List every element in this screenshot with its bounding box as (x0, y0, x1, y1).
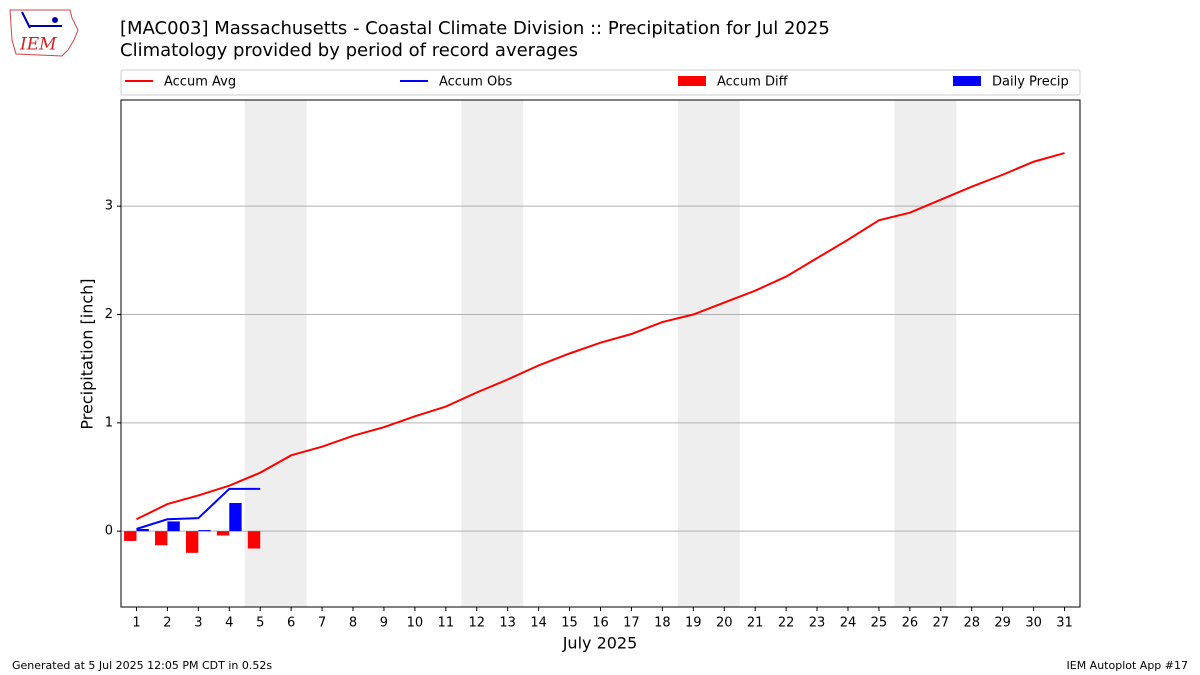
bar (155, 531, 168, 546)
bar (198, 530, 211, 532)
x-tick-label: 10 (407, 616, 424, 631)
x-tick-label: 24 (840, 616, 857, 631)
x-tick-label: 13 (499, 616, 516, 631)
x-tick-label: 17 (623, 616, 640, 631)
x-tick-label: 23 (809, 616, 826, 631)
x-tick-label: 1 (132, 616, 140, 631)
bar (247, 531, 261, 549)
line (136, 152, 1065, 521)
x-tick-label: 8 (349, 616, 357, 631)
x-axis-label: July 2025 (562, 634, 638, 653)
x-tick-label: 18 (654, 616, 671, 631)
x-tick-label: 4 (225, 616, 233, 631)
bar (136, 529, 149, 532)
x-tick-label: 5 (256, 616, 264, 631)
chart-subtitle: Climatology provided by period of record… (120, 40, 578, 61)
x-tick-label: 29 (994, 616, 1011, 631)
bar (216, 531, 230, 536)
logo: IEM (9, 9, 79, 57)
x-tick-label: 20 (716, 616, 733, 631)
y-tick-label: 2 (105, 307, 113, 322)
legend-label: Accum Avg (164, 75, 236, 90)
x-tick-label: 21 (747, 616, 764, 631)
footer-right: IEM Autoplot App #17 (1067, 659, 1189, 672)
x-tick-label: 15 (561, 616, 578, 631)
x-tick-label: 27 (933, 616, 950, 631)
legend-swatch (678, 76, 706, 86)
x-tick-label: 2 (163, 616, 171, 631)
x-tick-label: 30 (1025, 616, 1042, 631)
logo-text: IEM (19, 35, 57, 55)
y-axis-label: Precipitation [inch] (78, 278, 97, 429)
x-tick-label: 22 (778, 616, 795, 631)
chart-title: [MAC003] Massachusetts - Coastal Climate… (120, 18, 830, 39)
x-tick-label: 3 (194, 616, 202, 631)
legend-label: Accum Diff (717, 75, 789, 90)
x-tick-label: 7 (318, 616, 326, 631)
footer-left: Generated at 5 Jul 2025 12:05 PM CDT in … (12, 659, 272, 672)
x-tick-label: 12 (468, 616, 485, 631)
legend-swatch (953, 76, 981, 86)
x-tick-label: 14 (530, 616, 547, 631)
x-tick-label: 19 (685, 616, 702, 631)
weekend-shade (677, 100, 740, 607)
y-tick-label: 3 (105, 199, 113, 214)
x-tick-label: 25 (871, 616, 888, 631)
weekend-shade (244, 100, 307, 607)
logo-icon (21, 11, 31, 29)
legend-label: Daily Precip (992, 75, 1069, 90)
x-tick-label: 6 (287, 616, 295, 631)
weekend-shade (894, 100, 957, 607)
y-tick-label: 0 (105, 524, 113, 539)
plot-frame (120, 99, 1081, 608)
x-tick-label: 26 (902, 616, 919, 631)
x-tick-label: 9 (380, 616, 388, 631)
logo-icon (52, 17, 58, 23)
x-tick-label: 28 (963, 616, 980, 631)
line (136, 487, 261, 530)
x-tick-label: 16 (592, 616, 609, 631)
legend (120, 69, 1081, 96)
bar (167, 521, 180, 532)
x-tick-label: 31 (1056, 616, 1073, 631)
weekend-shade (461, 100, 524, 607)
legend-label: Accum Obs (439, 75, 512, 90)
bar (185, 531, 199, 553)
y-tick-label: 1 (105, 415, 113, 430)
bar (229, 503, 242, 532)
x-tick-label: 11 (438, 616, 455, 631)
bar (124, 531, 137, 541)
